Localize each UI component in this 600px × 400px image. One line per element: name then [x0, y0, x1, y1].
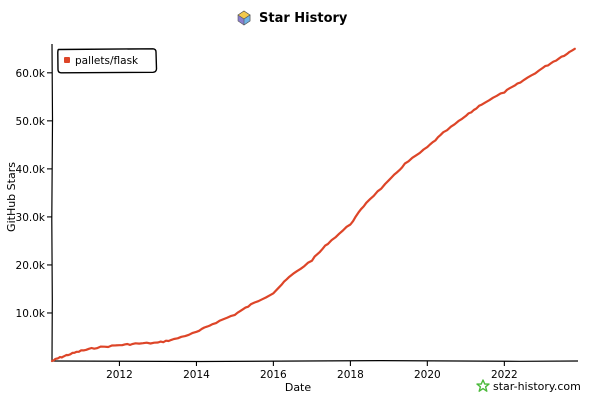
y-axis-label: GitHub Stars — [5, 162, 18, 232]
y-tick-label: 50.0k — [16, 116, 46, 128]
y-tick-label: 30.0k — [16, 212, 46, 224]
y-axis-ticks: 10.0k 20.0k 30.0k 40.0k 50.0k 60.0k — [16, 68, 52, 320]
branding[interactable]: star-history.com — [476, 379, 581, 393]
x-tick-label: 2014 — [183, 369, 210, 381]
legend-swatch-pallets-flask — [64, 57, 70, 63]
y-tick-label: 60.0k — [16, 68, 46, 80]
x-tick-label: 2018 — [337, 369, 364, 381]
star-history-logo-icon — [237, 10, 251, 26]
x-tick-label: 2022 — [491, 369, 518, 381]
x-axis-label: Date — [285, 381, 312, 394]
chart-title-group: Star History — [237, 10, 348, 26]
y-axis-line — [51, 43, 54, 362]
x-axis-line — [51, 359, 579, 363]
x-axis-ticks: 2012 2014 2016 2018 2020 2022 — [106, 361, 518, 381]
legend-box — [57, 48, 158, 74]
series-layer — [50, 47, 576, 363]
y-tick-label: 20.0k — [16, 260, 46, 272]
legend-label-pallets-flask: pallets/flask — [75, 55, 139, 67]
chart-title: Star History — [259, 11, 348, 26]
green-star-icon — [476, 379, 490, 392]
x-tick-label: 2012 — [106, 369, 133, 381]
branding-text[interactable]: star-history.com — [493, 380, 581, 393]
y-tick-label: 10.0k — [16, 308, 46, 320]
x-tick-label: 2016 — [260, 369, 287, 381]
series-line-pallets-flask — [50, 47, 576, 363]
x-tick-label: 2020 — [414, 369, 441, 381]
legend: pallets/flask — [57, 48, 158, 74]
y-tick-label: 40.0k — [16, 164, 46, 176]
